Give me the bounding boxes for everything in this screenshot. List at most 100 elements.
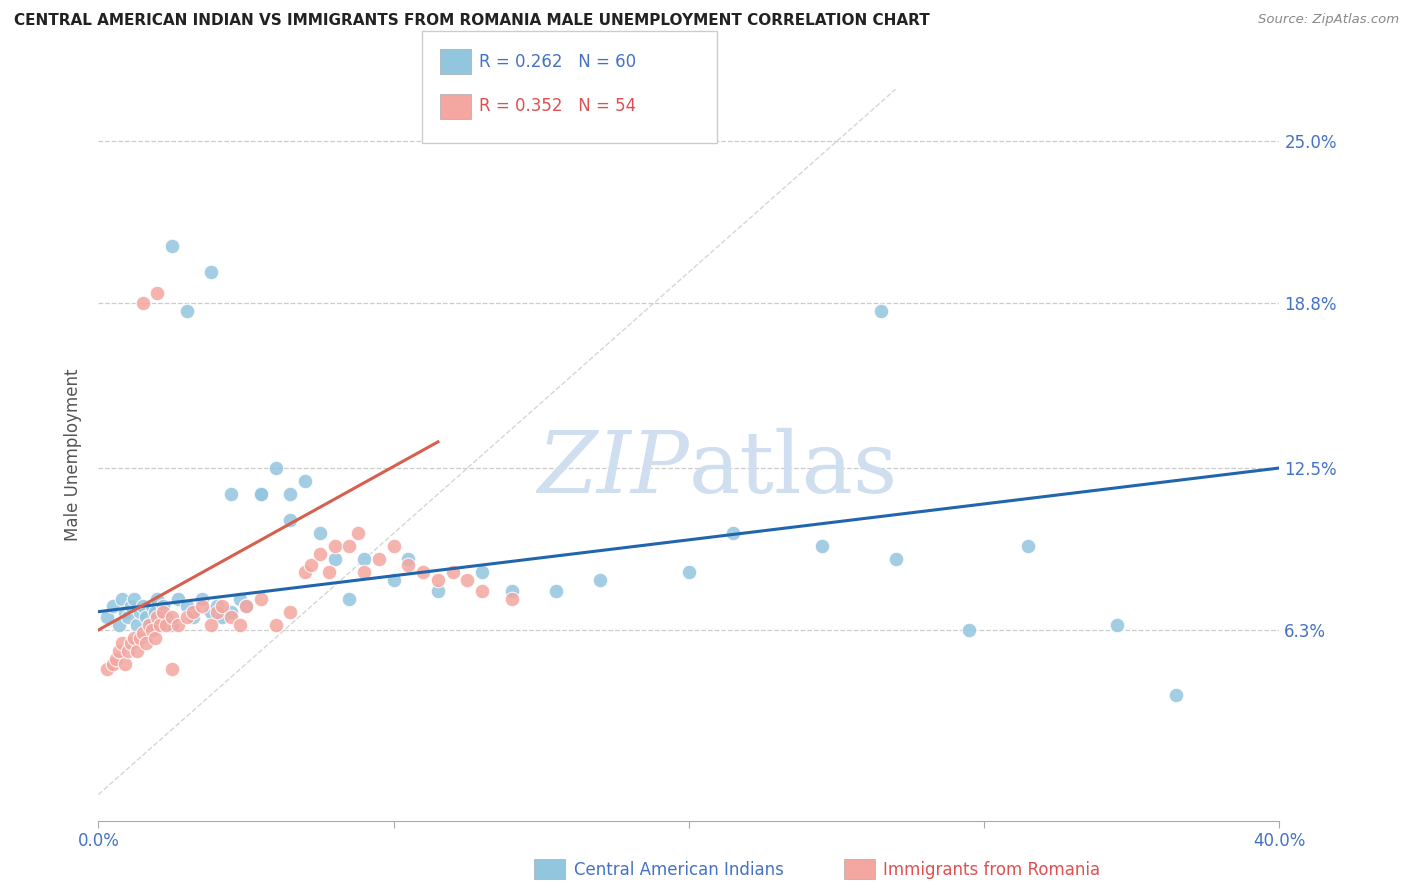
Point [353, 566, 375, 580]
Point [155, 610, 177, 624]
Point [162, 610, 183, 624]
Point [1105, 617, 1128, 632]
Point [211, 599, 233, 614]
Point [412, 566, 434, 580]
Point [114, 657, 136, 671]
Point [427, 583, 450, 598]
Point [382, 574, 405, 588]
Point [176, 304, 198, 318]
Point [205, 605, 228, 619]
Point [501, 583, 523, 598]
Point [1164, 688, 1187, 702]
Point [250, 591, 273, 606]
Point [396, 552, 419, 566]
Point [219, 487, 242, 501]
Point [427, 574, 450, 588]
Point [339, 591, 360, 606]
Point [117, 610, 139, 624]
Point [471, 583, 494, 598]
Point [546, 583, 568, 598]
Point [125, 644, 148, 658]
Point [149, 617, 172, 632]
Point [959, 623, 981, 637]
Point [235, 599, 257, 614]
Point [120, 599, 142, 614]
Point [117, 644, 139, 658]
Point [264, 617, 287, 632]
Point [149, 617, 172, 632]
Point [108, 617, 131, 632]
Point [152, 599, 174, 614]
Point [176, 610, 198, 624]
Point [128, 631, 150, 645]
Point [132, 599, 155, 614]
Point [191, 599, 214, 614]
Point [309, 547, 332, 561]
Point [219, 605, 242, 619]
Point [299, 558, 322, 572]
Point [229, 617, 252, 632]
Point [141, 599, 163, 614]
Point [122, 631, 145, 645]
Point [146, 610, 169, 624]
Point [103, 657, 125, 671]
Point [211, 610, 233, 624]
Point [309, 526, 332, 541]
Point [200, 605, 222, 619]
Point [138, 617, 160, 632]
Point [368, 552, 391, 566]
Point [146, 591, 169, 606]
Point [162, 617, 183, 632]
Point [294, 566, 316, 580]
Point [678, 566, 700, 580]
Point [167, 591, 190, 606]
Point [723, 526, 745, 541]
Point [1017, 539, 1039, 553]
Point [318, 566, 340, 580]
Point [278, 513, 302, 527]
Point [143, 631, 166, 645]
Text: Immigrants from Romania: Immigrants from Romania [883, 861, 1099, 879]
Point [103, 599, 125, 614]
Point [382, 539, 405, 553]
Text: CENTRAL AMERICAN INDIAN VS IMMIGRANTS FROM ROMANIA MALE UNEMPLOYMENT CORRELATION: CENTRAL AMERICAN INDIAN VS IMMIGRANTS FR… [14, 13, 929, 29]
Point [96, 610, 118, 624]
Point [96, 662, 118, 676]
Point [219, 610, 242, 624]
Point [294, 474, 316, 488]
Point [501, 591, 523, 606]
Point [176, 599, 198, 614]
Point [132, 296, 155, 310]
Point [111, 636, 134, 650]
Point [162, 239, 183, 253]
Point [108, 644, 131, 658]
Point [323, 539, 346, 553]
Point [132, 625, 155, 640]
Point [339, 539, 360, 553]
Point [135, 636, 157, 650]
Point [229, 591, 252, 606]
Point [181, 605, 204, 619]
Point [456, 574, 478, 588]
Point [141, 623, 163, 637]
Point [347, 526, 370, 541]
Point [114, 605, 136, 619]
Text: Central American Indians: Central American Indians [574, 861, 783, 879]
Y-axis label: Male Unemployment: Male Unemployment [65, 368, 83, 541]
Point [441, 566, 464, 580]
Point [810, 539, 832, 553]
Point [152, 605, 174, 619]
Point [143, 605, 166, 619]
Point [278, 487, 302, 501]
Point [162, 662, 183, 676]
Point [167, 617, 190, 632]
Point [205, 599, 228, 614]
Point [155, 617, 177, 632]
Point [105, 651, 128, 665]
Point [589, 574, 612, 588]
Text: R = 0.352   N = 54: R = 0.352 N = 54 [479, 97, 637, 115]
Point [125, 617, 148, 632]
Point [128, 605, 150, 619]
Point [471, 566, 494, 580]
Text: atlas: atlas [689, 428, 898, 511]
